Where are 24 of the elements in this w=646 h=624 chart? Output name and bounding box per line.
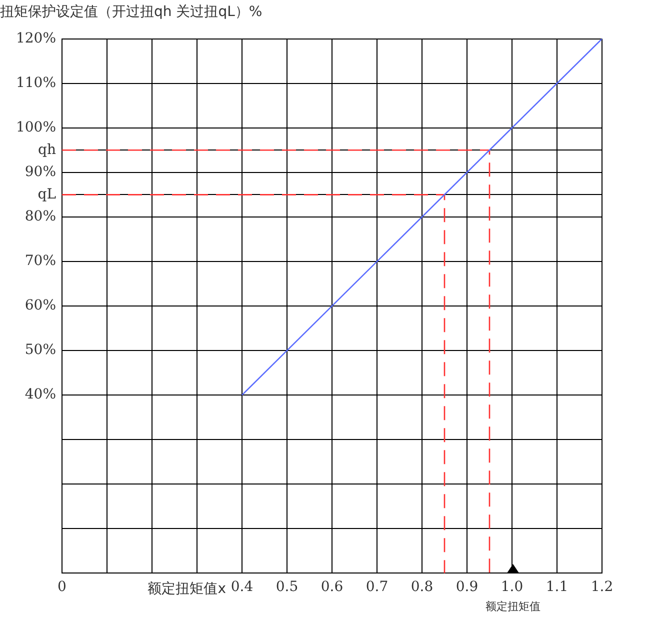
x-tick-label: 0.8 xyxy=(410,579,434,596)
y-tick-label: 100% xyxy=(16,120,56,136)
text: 额定扭矩值 xyxy=(486,600,540,614)
y-tick-label: 80% xyxy=(24,208,56,225)
y-tick-label: 60% xyxy=(24,298,56,314)
x-tick-label: 0.5 xyxy=(276,579,298,596)
y-tick-label: 110% xyxy=(16,74,56,91)
y-tick-label: 40% xyxy=(24,386,56,403)
y-tick-label: qL xyxy=(38,186,56,202)
x-tick-label: 1.0 xyxy=(500,579,524,596)
x-tick-label: 1.1 xyxy=(546,579,568,596)
x-tick-label: 0.9 xyxy=(456,579,478,596)
y-tick-label: 50% xyxy=(24,342,56,358)
y-tick-label: 70% xyxy=(24,253,56,270)
x-tick-label: 0.6 xyxy=(320,579,344,596)
y-tick-label: qh xyxy=(38,142,56,158)
x-tick-label: 0.4 xyxy=(230,579,254,596)
x-tick-label: 0.7 xyxy=(366,579,388,596)
y-tick-label: 120% xyxy=(16,30,56,46)
x-axis-title: 额定扭矩值x xyxy=(148,580,226,597)
y-tick-label: 90% xyxy=(24,164,56,180)
x-tick-label: 1.2 xyxy=(590,579,614,596)
chart-title: 扭矩保护设定值（开过扭qh 关过扭qL）% xyxy=(0,4,262,20)
x-tick-label: 0 xyxy=(58,579,66,596)
